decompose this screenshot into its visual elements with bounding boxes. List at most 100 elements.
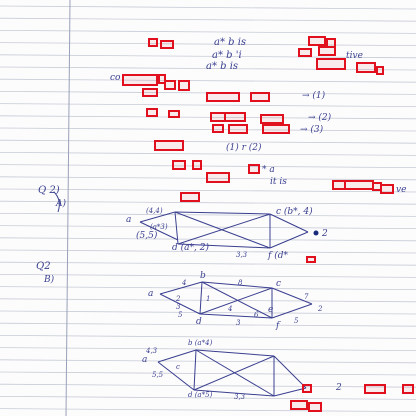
- ruled-line: [0, 322, 416, 327]
- graph-q2b: [159, 281, 313, 319]
- redaction-box: [192, 160, 202, 170]
- graph-edge: [199, 281, 203, 315]
- q2-node-b-label: (4,4): [146, 207, 163, 215]
- graph-q2a: [139, 211, 309, 249]
- redaction-box: [364, 384, 386, 394]
- q2-weight-33: 3,3: [236, 251, 248, 259]
- graph-edge: [177, 243, 271, 249]
- q3-node-d: d (a*5): [188, 391, 213, 399]
- redaction-box: [306, 256, 316, 263]
- ruled-line: [0, 188, 416, 193]
- graph-edge: [193, 389, 275, 397]
- graph-edge: [159, 293, 201, 315]
- redaction-box: [302, 384, 312, 393]
- ruled-line: [0, 17, 416, 22]
- graph-edge: [269, 213, 309, 233]
- q2b-weight: 4: [228, 305, 233, 313]
- ruled-line: [0, 30, 416, 34]
- q3-left-weight-2: 5,5: [152, 371, 164, 379]
- redaction-box: [318, 46, 336, 56]
- q2b-label: Q2: [36, 261, 51, 272]
- note-line-3-suffix: tive: [346, 51, 363, 61]
- q2b-node-a: a: [148, 289, 154, 299]
- ruled-line: [0, 249, 416, 254]
- note-line-2: a* b 'i: [212, 50, 242, 61]
- graph-edge: [271, 303, 313, 319]
- ruled-line: [0, 396, 416, 400]
- q2b-node-c: c: [276, 279, 282, 289]
- q2b-node-d: d: [196, 317, 202, 327]
- q2b-weight: 2: [176, 295, 181, 303]
- q2-label: Q 2): [38, 185, 60, 196]
- ruled-line: [0, 347, 416, 351]
- q2b-weight: 3: [176, 303, 181, 311]
- redaction-box: [260, 114, 284, 124]
- arrow-note-2: → (2): [308, 113, 332, 123]
- graph-edge: [273, 387, 307, 397]
- tail-note: ve: [396, 185, 407, 195]
- q3-node-a: a: [142, 355, 148, 365]
- ruled-line: [0, 42, 416, 46]
- ruled-line: [0, 274, 416, 278]
- graph-edge: [174, 211, 271, 215]
- redaction-box: [142, 88, 158, 97]
- redaction-box: [402, 384, 414, 394]
- graph-edge: [174, 211, 179, 245]
- ruled-line: [0, 359, 416, 364]
- redaction-box: [308, 36, 326, 46]
- q3-left-weight: 4,3: [146, 347, 158, 355]
- ruled-line: [0, 127, 416, 132]
- q2b-node-f: f: [276, 321, 280, 331]
- redaction-box: [228, 124, 248, 134]
- q3-node-c: c: [176, 363, 180, 371]
- note-line-3: a* b is: [206, 61, 239, 72]
- redaction-box: [206, 172, 230, 183]
- q2-node-c-label: c (b*, 4): [276, 207, 313, 217]
- q2b-weight: 3: [236, 319, 241, 327]
- q2-node-a: a: [126, 215, 132, 225]
- it-is-note: it is: [270, 177, 287, 187]
- q3-right-num: 2: [336, 383, 342, 393]
- q2-node-b-side: (a*3): [150, 223, 168, 231]
- redaction-box: [356, 62, 376, 73]
- ruled-line: [0, 335, 416, 339]
- q2b-sub-label: B): [44, 275, 55, 285]
- arrow-note-1: → (1): [302, 91, 326, 101]
- graph-edge: [139, 221, 179, 241]
- graph-edge: [177, 213, 271, 245]
- redaction-box: [344, 180, 374, 190]
- redaction-box: [250, 92, 270, 102]
- redaction-box: [376, 66, 384, 75]
- arrow-note-3: → (3): [300, 125, 324, 135]
- graph-edge: [271, 287, 313, 305]
- ruled-line: [0, 261, 416, 266]
- q2-node-f-label: f (d*: [268, 251, 288, 261]
- q2b-node-b: b: [200, 271, 206, 281]
- redaction-box: [212, 124, 224, 133]
- q2b-weight: 7: [304, 293, 309, 301]
- redaction-box: [308, 402, 322, 412]
- ruled-line: [0, 200, 416, 205]
- redaction-box: [160, 40, 174, 49]
- redaction-box: [262, 124, 290, 134]
- ruled-line: [0, 5, 416, 10]
- ruled-line: [0, 213, 416, 217]
- graph-edge: [157, 361, 195, 391]
- q2b-weight: 6: [254, 311, 259, 319]
- star-a-note: * a: [262, 165, 275, 175]
- q2-edge-53: (5,5): [136, 231, 158, 241]
- redaction-box: [298, 48, 312, 57]
- redaction-box: [380, 184, 394, 194]
- ruled-line: [0, 176, 416, 181]
- note-line-1: a* b is: [214, 37, 247, 48]
- redaction-box: [122, 74, 158, 86]
- ruled-line: [0, 383, 416, 388]
- redaction-box: [206, 92, 240, 102]
- ruled-line: [0, 408, 416, 412]
- graph-q3: [157, 349, 307, 397]
- graph-edge: [159, 281, 203, 295]
- graph-edge: [193, 355, 275, 391]
- graph-edge: [193, 349, 197, 391]
- redaction-box: [248, 164, 260, 174]
